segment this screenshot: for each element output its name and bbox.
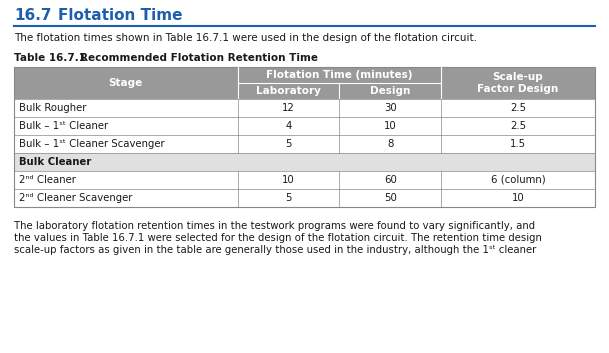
- Bar: [14, 189, 595, 207]
- Text: 12: 12: [282, 103, 295, 113]
- Text: 10: 10: [384, 121, 396, 131]
- Text: Scale-up
Factor Design: Scale-up Factor Design: [477, 72, 558, 94]
- Text: Bulk Cleaner: Bulk Cleaner: [19, 157, 91, 167]
- Text: Stage: Stage: [109, 78, 143, 88]
- Text: 60: 60: [384, 175, 396, 185]
- Bar: [14, 117, 595, 135]
- Bar: [14, 99, 595, 117]
- Text: The laboratory flotation retention times in the testwork programs were found to : The laboratory flotation retention times…: [14, 221, 535, 231]
- Text: Bulk – 1ˢᵗ Cleaner Scavenger: Bulk – 1ˢᵗ Cleaner Scavenger: [19, 139, 164, 149]
- Text: 6 (column): 6 (column): [491, 175, 546, 185]
- Text: Flotation Time (minutes): Flotation Time (minutes): [266, 70, 413, 80]
- Text: The flotation times shown in Table 16.7.1 were used in the design of the flotati: The flotation times shown in Table 16.7.…: [14, 33, 477, 43]
- Bar: [14, 135, 595, 153]
- Text: Bulk – 1ˢᵗ Cleaner: Bulk – 1ˢᵗ Cleaner: [19, 121, 108, 131]
- Text: 5: 5: [285, 193, 292, 203]
- Text: Design: Design: [370, 86, 410, 96]
- Bar: [14, 67, 595, 83]
- Text: 4: 4: [286, 121, 292, 131]
- Bar: [14, 171, 595, 189]
- Bar: [14, 153, 595, 171]
- Text: 16.7: 16.7: [14, 8, 52, 23]
- Text: 10: 10: [282, 175, 295, 185]
- Text: Flotation Time: Flotation Time: [58, 8, 183, 23]
- Text: Recommended Flotation Retention Time: Recommended Flotation Retention Time: [80, 53, 318, 63]
- Text: 50: 50: [384, 193, 396, 203]
- Text: 30: 30: [384, 103, 396, 113]
- Text: scale-up factors as given in the table are generally those used in the industry,: scale-up factors as given in the table a…: [14, 245, 537, 255]
- Text: Bulk Rougher: Bulk Rougher: [19, 103, 86, 113]
- Text: Table 16.7.1: Table 16.7.1: [14, 53, 86, 63]
- Bar: [14, 67, 595, 207]
- Text: 2.5: 2.5: [510, 121, 526, 131]
- Text: 2ⁿᵈ Cleaner: 2ⁿᵈ Cleaner: [19, 175, 76, 185]
- Text: 5: 5: [285, 139, 292, 149]
- Text: 2ⁿᵈ Cleaner Scavenger: 2ⁿᵈ Cleaner Scavenger: [19, 193, 132, 203]
- Text: the values in Table 16.7.1 were selected for the design of the flotation circuit: the values in Table 16.7.1 were selected…: [14, 233, 542, 243]
- Text: 1.5: 1.5: [510, 139, 526, 149]
- Text: 2.5: 2.5: [510, 103, 526, 113]
- Text: 8: 8: [387, 139, 393, 149]
- Text: 10: 10: [512, 193, 524, 203]
- Text: Laboratory: Laboratory: [256, 86, 321, 96]
- Bar: [14, 83, 595, 99]
